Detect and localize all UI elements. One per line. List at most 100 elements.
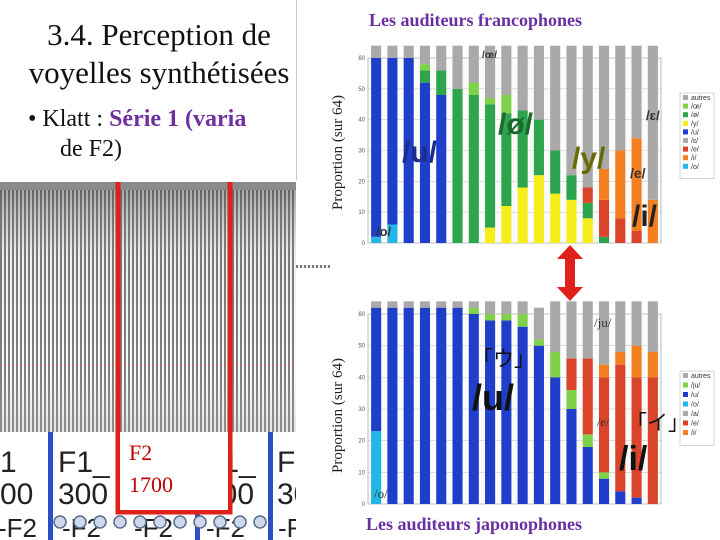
bar-segment — [485, 227, 496, 243]
bar-segment — [533, 307, 544, 340]
bar-segment — [647, 301, 658, 352]
legend-swatch — [683, 373, 688, 378]
bar-segment — [533, 175, 544, 243]
legend-label: /i/ — [691, 430, 697, 437]
bar-segment — [566, 199, 577, 243]
bar-segment — [468, 95, 479, 243]
bar-segment — [419, 301, 431, 308]
y-tick-label: 10 — [358, 470, 365, 476]
chart-title: Les auditeurs francophones — [369, 10, 582, 30]
grid — [367, 57, 662, 244]
y-tick-label: 60 — [358, 56, 365, 62]
bar-segment — [631, 138, 642, 231]
bar-segment — [550, 352, 561, 378]
annotation-u-katakana: 「ウ」 — [472, 347, 535, 371]
bar-segment — [436, 95, 447, 243]
legend-swatch — [683, 129, 688, 135]
legend-swatch — [683, 392, 688, 397]
bar-segment — [647, 45, 658, 200]
y-ticks: 0 10 20 30 40 50 60 — [358, 56, 365, 247]
bar-segment — [566, 45, 577, 176]
bar-segment — [387, 301, 398, 308]
y-tick-label: 0 — [362, 502, 366, 508]
bar-segment — [517, 187, 528, 243]
bar-segment — [485, 104, 496, 228]
bar-segment — [631, 345, 642, 378]
column-label-mid: 300 — [58, 478, 108, 511]
annotation-i: /i/ — [632, 200, 658, 233]
bar-segment — [615, 352, 626, 365]
bar-segment — [436, 301, 447, 308]
bar-segment — [598, 169, 610, 200]
bar-segment — [598, 472, 610, 479]
bar-segment — [436, 45, 447, 71]
bar-segment — [598, 236, 610, 243]
bar-segment — [598, 45, 610, 169]
annotations: /u/ /ø/ /y/ /i/ /o/ /œ/ /e/ /ɛ/ — [376, 50, 660, 239]
bar-segment — [631, 497, 642, 504]
legend-swatch — [683, 138, 688, 143]
y-tick-label: 60 — [358, 312, 365, 318]
bar-segment — [387, 58, 398, 225]
bar-segment — [436, 70, 447, 95]
bar-segment — [452, 45, 463, 89]
double-arrow-icon — [557, 245, 583, 301]
legend-label: /e/ — [691, 147, 699, 154]
spectrogram: 1 00 F1_ 300 F1_ 300 F1 30 -F2 -F2 -F2 -… — [0, 182, 330, 540]
rings-decoration — [53, 515, 267, 529]
legend-label: autres — [691, 373, 711, 380]
y-tick-label: 20 — [358, 179, 365, 185]
bar-segment — [419, 45, 431, 65]
bar-segment — [371, 307, 382, 432]
bar-segment — [550, 301, 561, 352]
column-label-bottom: -F2 — [0, 513, 37, 540]
bar-segment — [501, 95, 512, 114]
bar-segment — [615, 301, 626, 352]
legend-swatch — [683, 155, 688, 161]
bar-segment — [468, 82, 479, 95]
bar-segment — [631, 301, 642, 346]
bar-segment — [387, 45, 398, 58]
bar-segment — [517, 45, 528, 111]
bar-segment — [468, 301, 479, 308]
bar-segment — [419, 82, 431, 244]
annotation-u: /u/ — [402, 136, 438, 169]
bar-segment — [371, 45, 382, 58]
bar-segment — [485, 45, 496, 99]
legend-label: /œ/ — [691, 104, 702, 111]
bar-segment — [436, 307, 447, 504]
bar-segment — [387, 224, 398, 243]
annotations: 「ウ」 /u/ 「イ」 /i/ /o/ /ju/ /e/ — [374, 315, 689, 501]
bar-segment — [468, 314, 479, 504]
annotation-oe-open: /œ/ — [482, 50, 497, 61]
bar-segment — [403, 307, 414, 504]
bar-segment — [598, 478, 610, 504]
bar-segment — [566, 390, 577, 409]
legend-label: /ju/ — [691, 383, 700, 390]
bar-segment — [598, 199, 610, 237]
legend-swatch — [683, 163, 688, 169]
bar-segment — [647, 352, 658, 378]
legend-label: /i/ — [691, 155, 697, 162]
legend-swatch — [683, 430, 688, 435]
y-tick-label: 50 — [358, 87, 365, 93]
legend-label: /ø/ — [691, 112, 699, 119]
bar-segment — [615, 364, 626, 492]
slide-title: 3.4. Perception de voyelles synthétisées — [14, 16, 304, 92]
bar-segment — [387, 307, 398, 504]
bar-segment — [403, 58, 414, 243]
bar-segment — [533, 119, 544, 176]
bar-segment — [533, 339, 544, 346]
annotation-e: /e/ — [630, 165, 646, 181]
y-tick-label: 50 — [358, 344, 365, 350]
bar-segment — [533, 45, 544, 120]
legend: autres/œ//ø/ /y//u/ /ɛ/ /e//i/ /o/ — [679, 92, 715, 179]
legend-swatch — [683, 420, 688, 426]
chart-francophones: Proportion (sur 64) Les auditeurs franco… — [296, 0, 720, 265]
y-tick-label: 30 — [358, 407, 365, 413]
bar-segment — [615, 491, 626, 504]
bar-segment — [419, 70, 431, 83]
bar-segment — [566, 301, 577, 359]
bar-segment — [501, 314, 512, 321]
bar-segment — [452, 88, 463, 243]
